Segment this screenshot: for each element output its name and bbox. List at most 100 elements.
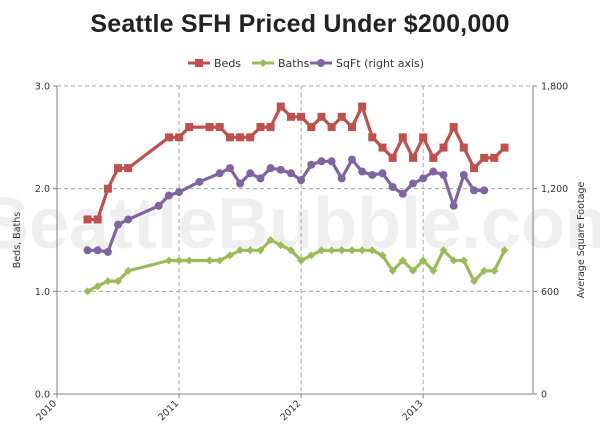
data-point-beds xyxy=(480,153,489,162)
data-point-beds xyxy=(286,112,295,121)
data-point-beds xyxy=(409,153,418,162)
data-point-sqft-right-axis xyxy=(429,167,438,176)
legend-item-baths: Baths xyxy=(252,57,310,70)
data-point-beds xyxy=(500,143,509,152)
data-point-beds xyxy=(103,184,112,193)
y-tick-label: 2.0 xyxy=(35,184,50,195)
data-point-sqft-right-axis xyxy=(307,160,316,169)
data-point-baths xyxy=(419,256,428,265)
data-point-baths xyxy=(439,246,448,255)
data-point-beds xyxy=(368,133,377,142)
data-point-sqft-right-axis xyxy=(164,191,173,200)
y-tick-label: 1.0 xyxy=(35,287,50,298)
data-point-beds xyxy=(185,123,194,132)
data-point-sqft-right-axis xyxy=(256,174,265,183)
data-point-baths xyxy=(205,256,214,265)
data-point-sqft-right-axis xyxy=(266,164,275,173)
data-point-baths xyxy=(256,246,265,255)
data-point-beds xyxy=(246,133,255,142)
data-point-baths xyxy=(429,266,438,275)
data-point-beds xyxy=(225,133,234,142)
data-point-sqft-right-axis xyxy=(388,182,397,191)
legend-label: SqFt (right axis) xyxy=(336,57,424,70)
data-point-beds xyxy=(358,102,367,111)
data-point-sqft-right-axis xyxy=(124,215,133,224)
data-point-sqft-right-axis xyxy=(439,170,448,179)
data-point-baths xyxy=(337,246,346,255)
x-tick-label: 2012 xyxy=(278,398,303,423)
data-point-baths xyxy=(459,256,468,265)
data-point-sqft-right-axis xyxy=(297,176,306,185)
data-point-sqft-right-axis xyxy=(154,201,163,210)
data-point-baths xyxy=(164,256,173,265)
data-point-beds xyxy=(317,112,326,121)
data-point-baths xyxy=(175,256,184,265)
data-point-beds xyxy=(327,123,336,132)
data-point-beds xyxy=(398,133,407,142)
data-point-beds xyxy=(449,123,458,132)
data-point-sqft-right-axis xyxy=(175,188,184,197)
legend-item-sqft-right-axis: SqFt (right axis) xyxy=(310,57,424,70)
data-point-beds xyxy=(175,133,184,142)
data-point-beds xyxy=(419,133,428,142)
data-point-sqft-right-axis xyxy=(236,179,245,188)
data-point-baths xyxy=(449,256,458,265)
data-point-baths xyxy=(297,256,306,265)
data-point-sqft-right-axis xyxy=(419,174,428,183)
legend-label: Beds xyxy=(214,57,241,70)
data-point-beds xyxy=(256,123,265,132)
data-point-sqft-right-axis xyxy=(398,189,407,198)
x-tick-label: 2011 xyxy=(156,398,181,423)
y-tick-label: 3.0 xyxy=(35,82,50,93)
data-point-beds xyxy=(378,143,387,152)
data-point-baths xyxy=(409,266,418,275)
series-baths xyxy=(83,236,509,296)
y-axis-title: Beds, Baths xyxy=(12,212,23,268)
data-point-sqft-right-axis xyxy=(317,157,326,166)
data-point-beds xyxy=(459,143,468,152)
data-point-sqft-right-axis xyxy=(215,169,224,178)
data-point-sqft-right-axis xyxy=(409,179,418,188)
data-point-sqft-right-axis xyxy=(470,186,479,195)
legend-label: Baths xyxy=(278,57,310,70)
data-point-baths xyxy=(225,251,234,260)
data-point-baths xyxy=(266,236,275,244)
y2-axis-title: Average Square Footage xyxy=(576,182,587,299)
data-point-beds xyxy=(347,123,356,132)
data-point-beds xyxy=(164,133,173,142)
y2-tick-label: 600 xyxy=(541,287,559,298)
data-point-baths xyxy=(286,246,295,255)
data-point-beds xyxy=(470,164,479,173)
data-point-baths xyxy=(347,246,356,255)
data-point-beds xyxy=(266,123,275,132)
data-point-baths xyxy=(480,266,489,275)
axes: 0.0 1.0 2.0 3.0 0 600 1,200 1,800 2010 2011 2012 20… xyxy=(34,82,568,424)
data-point-beds xyxy=(439,143,448,152)
data-point-sqft-right-axis xyxy=(337,174,346,183)
data-point-sqft-right-axis xyxy=(378,169,387,178)
data-point-baths xyxy=(470,277,479,286)
data-point-baths xyxy=(246,246,255,255)
data-point-baths xyxy=(378,251,387,260)
data-point-sqft-right-axis xyxy=(347,155,356,164)
data-point-baths xyxy=(490,266,499,275)
data-point-sqft-right-axis xyxy=(225,164,234,173)
data-point-baths xyxy=(398,256,407,265)
x-tick-label: 2010 xyxy=(34,398,59,423)
data-point-baths xyxy=(236,246,245,255)
legend: Beds Baths SqFt (right axis) xyxy=(188,57,424,70)
data-point-beds xyxy=(124,164,133,173)
data-point-baths xyxy=(358,246,367,255)
data-point-beds xyxy=(236,133,245,142)
legend-swatch-marker xyxy=(317,59,325,67)
data-point-sqft-right-axis xyxy=(286,169,295,178)
chart-title: Seattle SFH Priced Under $200,000 xyxy=(90,10,510,38)
data-point-beds xyxy=(93,215,102,224)
data-point-baths xyxy=(327,246,336,255)
data-point-baths xyxy=(215,256,224,265)
data-point-sqft-right-axis xyxy=(195,177,204,186)
data-point-sqft-right-axis xyxy=(93,246,102,255)
data-point-beds xyxy=(307,123,316,132)
data-point-sqft-right-axis xyxy=(459,170,468,179)
